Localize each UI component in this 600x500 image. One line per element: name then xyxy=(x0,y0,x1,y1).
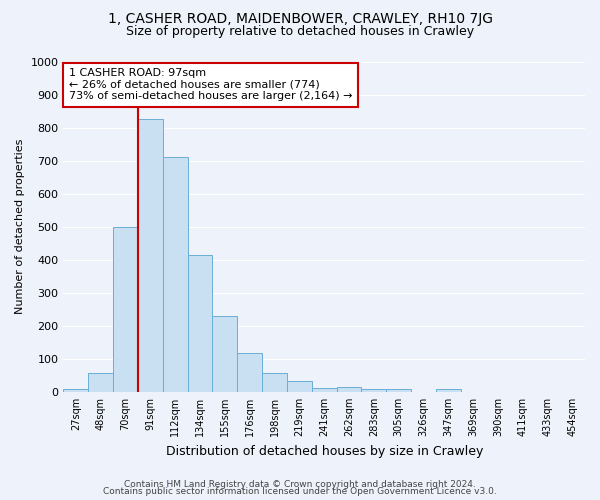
Bar xyxy=(436,390,461,392)
Y-axis label: Number of detached properties: Number of detached properties xyxy=(15,139,25,314)
Text: Contains HM Land Registry data © Crown copyright and database right 2024.: Contains HM Land Registry data © Crown c… xyxy=(124,480,476,489)
Bar xyxy=(64,390,88,392)
Text: 1 CASHER ROAD: 97sqm
← 26% of detached houses are smaller (774)
73% of semi-deta: 1 CASHER ROAD: 97sqm ← 26% of detached h… xyxy=(68,68,352,102)
Bar xyxy=(386,390,411,392)
Text: Size of property relative to detached houses in Crawley: Size of property relative to detached ho… xyxy=(126,25,474,38)
X-axis label: Distribution of detached houses by size in Crawley: Distribution of detached houses by size … xyxy=(166,444,483,458)
Bar xyxy=(361,388,386,392)
Bar xyxy=(287,381,312,392)
Bar xyxy=(337,388,361,392)
Bar xyxy=(88,373,113,392)
Bar xyxy=(188,255,212,392)
Bar xyxy=(138,120,163,392)
Bar xyxy=(212,316,237,392)
Bar xyxy=(163,158,188,392)
Text: Contains public sector information licensed under the Open Government Licence v3: Contains public sector information licen… xyxy=(103,487,497,496)
Bar xyxy=(312,388,337,392)
Bar xyxy=(262,373,287,392)
Bar xyxy=(113,226,138,392)
Text: 1, CASHER ROAD, MAIDENBOWER, CRAWLEY, RH10 7JG: 1, CASHER ROAD, MAIDENBOWER, CRAWLEY, RH… xyxy=(107,12,493,26)
Bar xyxy=(237,354,262,392)
